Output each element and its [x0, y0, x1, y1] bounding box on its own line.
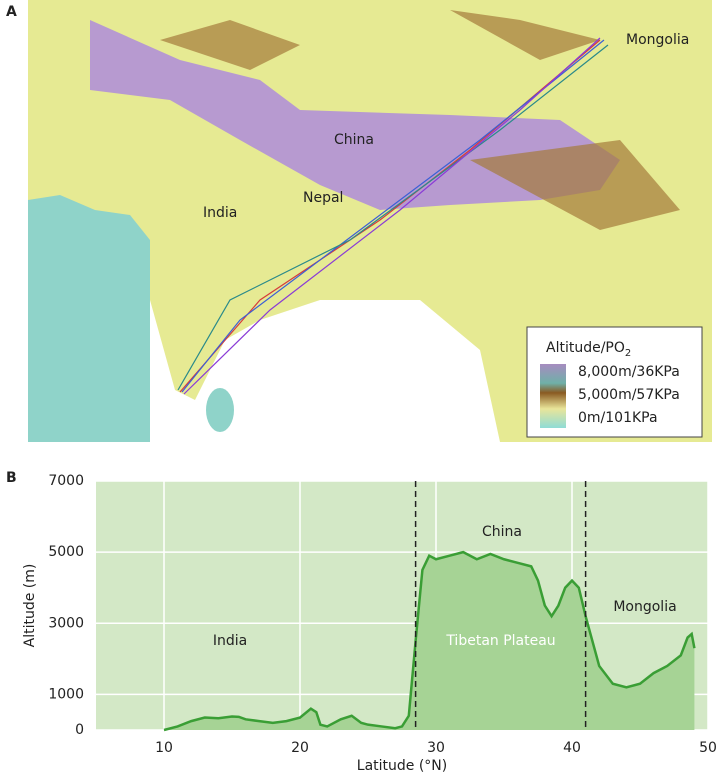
mountains	[160, 10, 680, 230]
y-axis-title: Altitude (m)	[22, 564, 38, 648]
panel-label: A	[6, 4, 17, 20]
region-label: China	[482, 524, 522, 540]
sea-west	[28, 195, 150, 442]
legend-item: 8,000m/36KPa	[578, 364, 680, 380]
region-label: Mongolia	[613, 599, 676, 615]
x-tick-label: 40	[563, 740, 581, 756]
x-tick-label: 30	[427, 740, 445, 756]
x-tick-label: 50	[699, 740, 717, 756]
legend-item: 5,000m/57KPa	[578, 387, 680, 403]
map: A Mongolia China Nepal India Altitude/PO…	[6, 0, 712, 442]
place-label: Nepal	[303, 190, 343, 206]
y-tick-label: 0	[75, 722, 84, 738]
region-label: India	[213, 633, 247, 649]
place-label: India	[203, 205, 237, 221]
legend-item: 0m/101KPa	[578, 410, 658, 426]
legend-title: Altitude/PO2	[546, 340, 631, 359]
y-tick-label: 7000	[48, 473, 84, 489]
place-label: China	[334, 132, 374, 148]
region-label: Tibetan Plateau	[445, 633, 555, 649]
tracks	[177, 37, 609, 395]
y-tick-label: 1000	[48, 686, 84, 702]
x-tick-label: 10	[155, 740, 173, 756]
legend: Altitude/PO2 8,000m/36KPa 5,000m/57KPa 0…	[526, 326, 703, 438]
x-tick-label: 20	[291, 740, 309, 756]
chart: 0 1000 3000 5000 7000 10 20 30 40 50 India China Tib…	[22, 473, 717, 774]
y-tick-label: 3000	[48, 615, 84, 631]
panel-label: B	[6, 470, 17, 486]
legend-title-sub: 2	[625, 348, 631, 359]
sri-lanka	[206, 388, 234, 432]
sea	[150, 300, 500, 442]
place-label: Mongolia	[626, 32, 689, 48]
legend-title-text: Altitude/PO	[546, 340, 625, 356]
legend-swatch	[540, 364, 566, 428]
y-tick-label: 5000	[48, 544, 84, 560]
x-axis-title: Latitude (°N)	[357, 758, 447, 774]
line	[163, 550, 696, 732]
